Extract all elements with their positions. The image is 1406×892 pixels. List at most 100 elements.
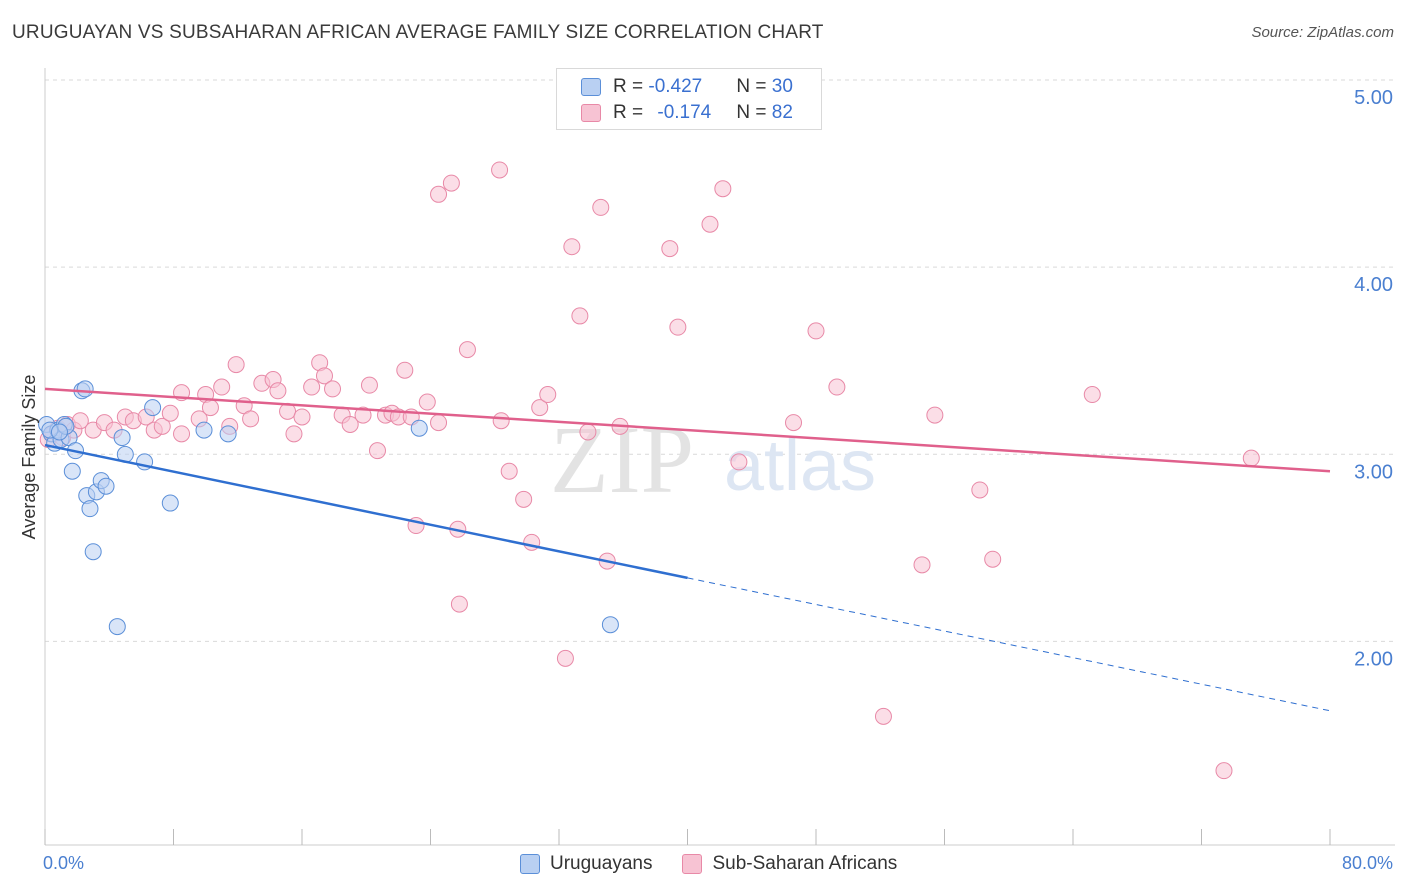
data-point-sub-saharan — [556, 649, 574, 667]
legend-label-sub-saharan-africans: Sub-Saharan Africans — [712, 853, 898, 874]
data-point-sub-saharan — [539, 386, 557, 404]
data-point-sub-saharan — [213, 378, 231, 396]
data-point-sub-saharan — [661, 240, 679, 258]
data-point-sub-saharan — [430, 414, 448, 432]
data-point-sub-saharan — [1083, 386, 1101, 404]
series-legend: Uruguayans Sub-Saharan Africans — [520, 850, 927, 878]
correlation-legend: R = -0.427 N = 30 R = -0.174 N = 82 — [556, 68, 822, 130]
y-tick-label: 3.00 — [1354, 461, 1393, 483]
data-point-sub-saharan — [828, 378, 846, 396]
y-tick-label: 4.00 — [1354, 274, 1393, 296]
data-point-sub-saharan — [303, 378, 321, 396]
data-point-uruguayan — [97, 477, 115, 495]
y-axis-label: Average Family Size — [19, 375, 39, 540]
data-point-uruguayan — [219, 425, 237, 443]
legend-item-sub-saharan-africans[interactable]: Sub-Saharan Africans — [682, 853, 897, 875]
trend-line-uruguayans — [44, 443, 688, 580]
x-tick-label: 0.0% — [43, 853, 84, 873]
data-point-sub-saharan — [971, 481, 989, 499]
data-point-sub-saharan — [396, 361, 414, 379]
n-value: 30 — [771, 76, 793, 97]
data-point-sub-saharan — [324, 380, 342, 398]
grid-lines — [45, 79, 1395, 642]
data-point-sub-saharan — [926, 406, 944, 424]
data-point-uruguayan — [113, 429, 131, 447]
n-label: N = — [736, 76, 772, 97]
data-point-sub-saharan — [579, 423, 597, 441]
trend-line-sub-saharan — [44, 387, 1331, 473]
data-point-sub-saharan — [293, 408, 311, 426]
data-point-sub-saharan — [341, 415, 359, 433]
data-point-uruguayan — [76, 380, 94, 398]
r-value: -0.174 — [657, 102, 712, 123]
legend-row-uruguayans: R = -0.427 N = 30 — [581, 76, 793, 98]
legend-swatch-pink — [581, 104, 601, 122]
r-value: -0.427 — [648, 76, 703, 97]
tick-labels: 2.00 3.00 4.00 5.00 0.0% 80.0% — [43, 87, 1393, 873]
data-point-sub-saharan — [571, 307, 589, 325]
data-point-sub-saharan — [285, 425, 303, 443]
data-point-sub-saharan — [354, 406, 372, 424]
data-point-uruguayan — [410, 419, 428, 437]
data-point-sub-saharan — [500, 462, 518, 480]
y-tick-label: 2.00 — [1354, 648, 1393, 670]
data-point-sub-saharan — [492, 412, 510, 430]
legend-swatch-blue — [520, 854, 540, 874]
data-point-sub-saharan — [161, 404, 179, 422]
data-point-sub-saharan — [458, 341, 476, 359]
series-sub-saharan-africans — [39, 161, 1260, 780]
axes — [44, 68, 1395, 846]
data-point-sub-saharan — [360, 376, 378, 394]
data-point-sub-saharan — [563, 238, 581, 256]
data-point-sub-saharan — [785, 414, 803, 432]
source-label: Source: ZipAtlas.com — [1251, 24, 1394, 41]
data-point-sub-saharan — [450, 595, 468, 613]
data-point-uruguayan — [195, 421, 213, 439]
data-point-uruguayan — [144, 399, 162, 417]
data-point-uruguayan — [63, 462, 81, 480]
data-point-sub-saharan — [227, 356, 245, 374]
data-point-sub-saharan — [430, 185, 448, 203]
data-point-sub-saharan — [874, 707, 892, 725]
data-point-sub-saharan — [531, 399, 549, 417]
x-tick-label: 80.0% — [1342, 853, 1393, 873]
data-point-sub-saharan — [913, 556, 931, 574]
data-point-sub-saharan — [201, 399, 219, 417]
data-point-sub-saharan — [984, 550, 1002, 568]
data-point-sub-saharan — [315, 367, 333, 385]
chart-title: URUGUAYAN VS SUBSAHARAN AFRICAN AVERAGE … — [12, 22, 824, 43]
data-point-sub-saharan — [442, 174, 460, 192]
data-point-uruguayan — [81, 500, 99, 518]
data-point-sub-saharan — [807, 322, 825, 340]
legend-swatch-pink — [682, 854, 703, 874]
n-value: 82 — [771, 102, 793, 123]
data-point-sub-saharan — [368, 442, 386, 460]
trend-line-uruguayans-projection — [687, 577, 1331, 712]
data-point-sub-saharan — [701, 215, 719, 233]
watermark: ZIP atlas — [550, 406, 876, 513]
legend-item-uruguayans[interactable]: Uruguayans — [520, 853, 652, 875]
data-point-sub-saharan — [71, 412, 89, 430]
data-point-sub-saharan — [669, 318, 687, 336]
data-point-uruguayan — [84, 543, 102, 561]
legend-label-uruguayans: Uruguayans — [550, 853, 653, 874]
r-label: R = — [613, 102, 649, 123]
data-point-sub-saharan — [714, 180, 732, 198]
data-point-sub-saharan — [173, 425, 191, 443]
trend-lines — [44, 387, 1331, 712]
data-point-sub-saharan — [418, 393, 436, 411]
data-point-sub-saharan — [269, 382, 287, 400]
data-point-sub-saharan — [242, 410, 260, 428]
data-point-uruguayan — [50, 423, 68, 441]
legend-row-sub-saharan: R = -0.174 N = 82 — [581, 102, 793, 124]
data-point-uruguayan — [108, 618, 126, 636]
r-label: R = — [613, 76, 649, 97]
y-tick-label: 5.00 — [1354, 87, 1393, 109]
data-point-sub-saharan — [515, 490, 533, 508]
data-point-uruguayan — [601, 616, 619, 634]
data-point-uruguayan — [161, 494, 179, 512]
legend-swatch-blue — [581, 78, 601, 96]
n-label: N = — [736, 102, 772, 123]
data-point-sub-saharan — [730, 453, 748, 471]
